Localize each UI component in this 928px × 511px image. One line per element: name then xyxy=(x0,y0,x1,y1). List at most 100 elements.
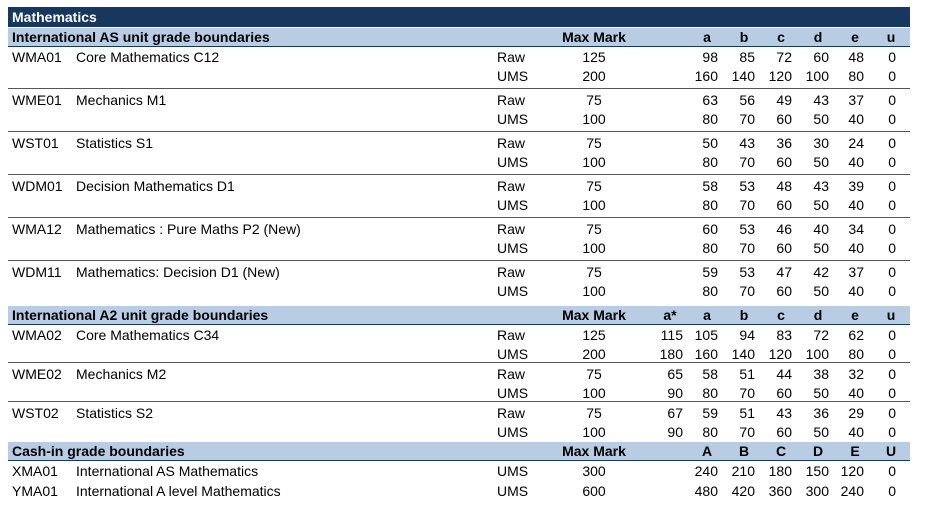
grade-boundary: 60 xyxy=(776,282,792,299)
grade-header: B xyxy=(738,443,750,459)
grade-boundary: 0 xyxy=(888,177,896,194)
grade-boundary: 50 xyxy=(813,423,829,440)
mark-type: UMS xyxy=(497,423,529,440)
unit-code: WST01 xyxy=(12,134,59,151)
grade-boundary: 24 xyxy=(848,134,864,151)
max-mark: 75 xyxy=(586,134,602,151)
grade-boundary: 0 xyxy=(888,110,896,127)
grade-boundary: 80 xyxy=(848,67,864,84)
unit-name: Mathematics: Decision D1 (New) xyxy=(76,263,280,280)
grade-header: e xyxy=(851,307,859,323)
grade-boundary: 70 xyxy=(739,384,755,401)
unit-separator xyxy=(8,131,910,132)
grade-boundary: 240 xyxy=(694,462,718,479)
unit-code: WMA01 xyxy=(12,48,62,65)
grade-boundary: 140 xyxy=(731,345,755,362)
max-mark: 200 xyxy=(582,67,606,84)
grade-header: c xyxy=(777,307,785,323)
grade-boundary: 56 xyxy=(739,91,755,108)
grade-boundary: 63 xyxy=(702,91,718,108)
title-bar xyxy=(8,7,910,27)
section-heading: Cash-in grade boundaries xyxy=(12,443,185,459)
grade-boundary: 0 xyxy=(888,482,896,499)
unit-separator xyxy=(8,260,910,261)
grade-boundary: 37 xyxy=(848,263,864,280)
mark-type: UMS xyxy=(497,282,529,299)
grade-header: e xyxy=(851,29,859,45)
grade-boundary: 0 xyxy=(888,404,896,421)
max-mark: 100 xyxy=(582,384,606,401)
grade-boundary: 0 xyxy=(888,220,896,237)
max-mark-header: Max Mark xyxy=(562,443,626,459)
mark-type: Raw xyxy=(497,177,526,194)
grade-header: a xyxy=(703,307,711,323)
grade-boundary: 43 xyxy=(739,134,755,151)
grade-boundary: 32 xyxy=(848,365,864,382)
max-mark: 300 xyxy=(582,462,606,479)
grade-boundary: 80 xyxy=(702,282,718,299)
grade-boundary: 80 xyxy=(702,196,718,213)
grade-boundary: 0 xyxy=(888,384,896,401)
unit-separator xyxy=(8,401,910,402)
mark-type: Raw xyxy=(497,48,526,65)
mark-type: Raw xyxy=(497,134,526,151)
grade-boundary: 53 xyxy=(739,177,755,194)
unit-code: WDM01 xyxy=(12,177,63,194)
grade-boundary: 60 xyxy=(776,110,792,127)
grade-boundary: 60 xyxy=(776,384,792,401)
grade-boundary: 0 xyxy=(888,91,896,108)
grade-boundary: 36 xyxy=(776,134,792,151)
grade-boundary: 39 xyxy=(848,177,864,194)
grade-boundary: 0 xyxy=(888,67,896,84)
grade-boundary: 43 xyxy=(776,404,792,421)
grade-boundary: 40 xyxy=(848,423,864,440)
mark-type: Raw xyxy=(497,91,526,108)
grade-boundary: 49 xyxy=(776,91,792,108)
grade-boundary: 0 xyxy=(888,263,896,280)
grade-boundary: 70 xyxy=(739,153,755,170)
grade-boundary: 90 xyxy=(667,423,683,440)
grade-boundary: 53 xyxy=(739,220,755,237)
mark-type: UMS xyxy=(497,239,529,256)
grade-header: u xyxy=(886,307,896,323)
grade-boundary: 80 xyxy=(702,153,718,170)
grade-boundary: 38 xyxy=(813,365,829,382)
section-header-bar xyxy=(8,442,910,460)
grade-boundary: 50 xyxy=(702,134,718,151)
unit-name: Mathematics : Pure Maths P2 (New) xyxy=(76,220,301,237)
grade-boundary: 0 xyxy=(888,326,896,343)
grade-boundary: 50 xyxy=(813,153,829,170)
grade-boundary: 0 xyxy=(888,239,896,256)
max-mark: 125 xyxy=(582,326,606,343)
grade-boundary: 50 xyxy=(813,110,829,127)
grade-boundary: 70 xyxy=(739,423,755,440)
grade-header: E xyxy=(850,443,860,459)
grade-header: b xyxy=(739,307,749,323)
unit-code: WME02 xyxy=(12,365,62,382)
grade-boundary: 59 xyxy=(702,263,718,280)
max-mark: 75 xyxy=(586,91,602,108)
grade-boundary: 0 xyxy=(888,134,896,151)
grade-boundary: 300 xyxy=(805,482,829,499)
grade-boundary: 105 xyxy=(694,326,718,343)
section-heading: International A2 unit grade boundaries xyxy=(12,307,269,323)
grade-header: u xyxy=(886,29,896,45)
grade-boundary: 100 xyxy=(805,67,829,84)
grade-boundary: 40 xyxy=(848,282,864,299)
grade-boundary: 60 xyxy=(776,153,792,170)
grade-header: U xyxy=(885,443,897,459)
grade-boundary: 70 xyxy=(739,282,755,299)
grade-boundary: 47 xyxy=(776,263,792,280)
mark-type: UMS xyxy=(497,482,529,499)
max-mark: 125 xyxy=(582,48,606,65)
unit-separator xyxy=(8,217,910,218)
grade-boundary: 94 xyxy=(739,326,755,343)
grade-header: a xyxy=(703,29,711,45)
unit-code: WMA12 xyxy=(12,220,62,237)
grade-boundary: 43 xyxy=(813,177,829,194)
mark-type: UMS xyxy=(497,153,529,170)
grade-boundary: 51 xyxy=(739,404,755,421)
grade-boundary: 140 xyxy=(731,67,755,84)
mark-type: UMS xyxy=(497,67,529,84)
